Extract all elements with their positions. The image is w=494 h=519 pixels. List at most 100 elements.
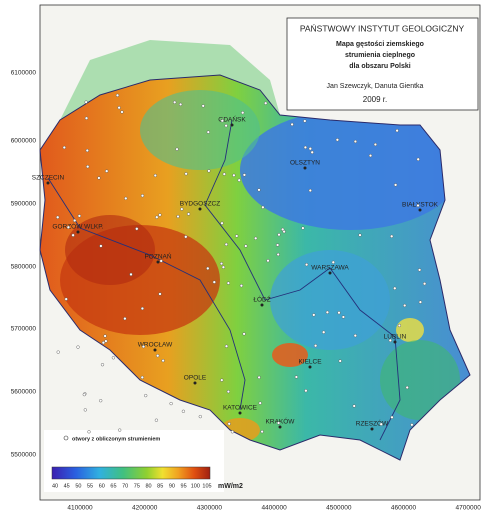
- city-marker: [153, 348, 157, 352]
- x-tick-label: 4400000: [261, 505, 287, 512]
- borehole: [230, 430, 234, 434]
- colorbar-tick-label: 80: [145, 483, 151, 489]
- borehole: [405, 385, 409, 390]
- borehole: [101, 341, 105, 345]
- borehole: [397, 323, 401, 328]
- borehole: [73, 218, 77, 223]
- borehole: [184, 172, 188, 176]
- borehole: [261, 205, 265, 209]
- borehole: [161, 359, 165, 363]
- borehole: [56, 215, 60, 219]
- borehole: [301, 226, 305, 230]
- borehole: [242, 332, 246, 336]
- borehole: [99, 399, 103, 403]
- borehole: [83, 408, 87, 412]
- borehole: [226, 281, 230, 285]
- borehole: [308, 188, 312, 193]
- borehole: [416, 203, 420, 208]
- colorbar-tick-label: 55: [87, 483, 93, 489]
- city-label: BIAŁYSTOK: [402, 202, 439, 209]
- city-marker: [46, 181, 50, 185]
- colorbar-tick-label: 70: [122, 483, 128, 489]
- x-tick-label: 4200000: [132, 505, 158, 512]
- city-marker: [76, 230, 80, 234]
- border: [39, 74, 471, 461]
- borehole: [158, 292, 162, 296]
- borehole: [105, 169, 109, 173]
- title-line: dla obszaru Polski: [349, 63, 411, 70]
- colorbar-tick-label: 40: [52, 483, 58, 489]
- borehole: [368, 154, 373, 158]
- city-label: POZNAŃ: [144, 252, 171, 261]
- borehole: [232, 173, 236, 177]
- borehole: [207, 169, 211, 173]
- borehole: [181, 409, 185, 413]
- borehole: [242, 173, 246, 177]
- borehole: [305, 263, 309, 267]
- borehole: [224, 242, 228, 246]
- city-label: GDAŃSK: [218, 115, 246, 124]
- colorbar-tick-label: 100: [191, 483, 200, 489]
- borehole: [390, 234, 394, 238]
- borehole: [244, 244, 248, 248]
- city-marker: [393, 340, 397, 344]
- borehole: [222, 172, 226, 176]
- borehole: [206, 266, 210, 270]
- city-label: KIELCE: [298, 359, 322, 366]
- x-tick-label: 4100000: [67, 505, 93, 512]
- city-marker: [156, 260, 160, 264]
- city-marker: [198, 207, 202, 211]
- x-tick-label: 4700000: [456, 505, 482, 512]
- borehole: [423, 282, 427, 286]
- colorbar: [51, 466, 211, 480]
- borehole: [86, 165, 90, 169]
- y-tick-label: 6000000: [11, 138, 37, 145]
- borehole: [97, 176, 101, 180]
- borehole: [394, 183, 398, 187]
- city-label: WROCŁAW: [138, 342, 173, 349]
- borehole: [227, 422, 231, 426]
- legend-box: [44, 430, 224, 492]
- borehole: [123, 317, 127, 321]
- borehole: [341, 315, 345, 319]
- borehole: [403, 303, 407, 308]
- borehole: [353, 334, 357, 338]
- colorbar-unit: mW/m2: [218, 483, 243, 490]
- borehole: [187, 212, 191, 216]
- borehole: [56, 350, 60, 354]
- city-label: RZESZÓW: [356, 419, 389, 428]
- legend-symbol: [63, 435, 69, 441]
- colorbar-tick-label: 50: [75, 483, 81, 489]
- borehole: [220, 378, 224, 382]
- borehole: [416, 157, 420, 161]
- borehole: [308, 147, 312, 151]
- borehole: [118, 428, 122, 432]
- borehole: [140, 306, 144, 311]
- borehole: [104, 339, 108, 343]
- borehole: [277, 421, 281, 425]
- borehole: [257, 188, 261, 192]
- city-label: ŁÓDŹ: [253, 295, 270, 304]
- borehole: [264, 101, 268, 105]
- borehole: [198, 415, 202, 419]
- header-box: [286, 17, 479, 111]
- y-tick-label: 5600000: [11, 389, 37, 396]
- x-tick-label: 4300000: [197, 505, 223, 512]
- y-tick-label: 5700000: [11, 326, 37, 333]
- borehole: [140, 194, 145, 198]
- colorbar-tick-label: 60: [99, 483, 105, 489]
- borehole: [353, 139, 357, 144]
- city-marker: [370, 427, 374, 431]
- borehole: [373, 142, 377, 147]
- borehole: [156, 354, 160, 358]
- borehole: [290, 122, 294, 126]
- borehole: [338, 359, 342, 363]
- borehole: [258, 401, 262, 405]
- city-marker: [260, 303, 264, 307]
- borehole: [393, 286, 397, 290]
- borehole: [335, 138, 339, 142]
- borehole: [237, 178, 241, 182]
- borehole: [84, 116, 89, 120]
- title-line: strumienia cieplnego: [345, 52, 415, 59]
